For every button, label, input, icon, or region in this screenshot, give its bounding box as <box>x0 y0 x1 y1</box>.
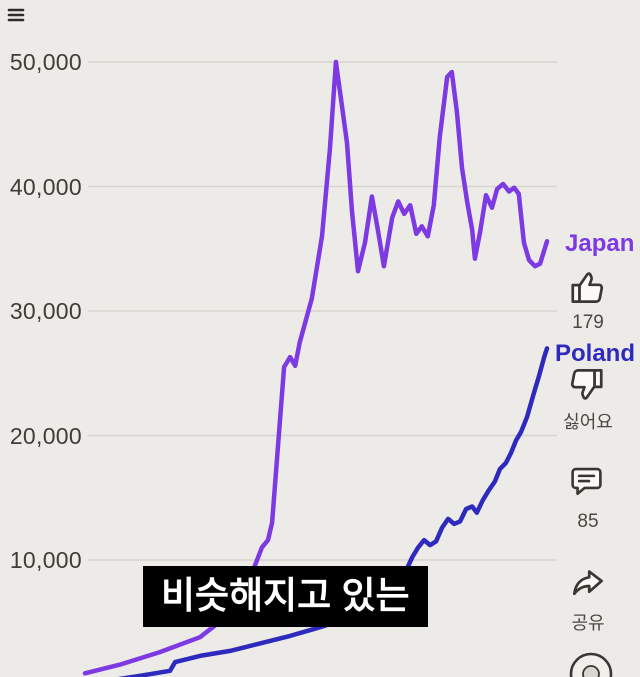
like-count: 179 <box>572 312 604 333</box>
series-label-japan: Japan <box>565 230 635 257</box>
dislike-label: 싫어요 <box>563 412 613 432</box>
comment-icon <box>571 467 602 496</box>
y-axis-tick-label: 20,000 <box>9 422 82 449</box>
share-icon <box>572 570 603 596</box>
y-axis-tick-label: 30,000 <box>9 298 82 324</box>
menu-icon[interactable] <box>7 7 25 26</box>
comments-count: 85 <box>577 511 599 532</box>
comments-button[interactable] <box>568 462 605 499</box>
y-axis-tick-label: 50,000 <box>9 49 82 75</box>
thumbs-up-icon <box>571 272 604 303</box>
share-button[interactable] <box>568 564 606 602</box>
series-line-poland <box>117 346 550 677</box>
series-label-poland: Poland <box>555 340 636 367</box>
audio-disc-icon[interactable] <box>566 646 616 677</box>
subtitle-caption: 비슷해지고 있는 <box>143 566 428 627</box>
like-button[interactable] <box>568 269 606 307</box>
y-axis-tick-label: 40,000 <box>9 173 82 200</box>
y-axis-tick-label: 10,000 <box>9 547 82 573</box>
share-label: 공유 <box>571 613 605 633</box>
thumbs-down-icon <box>570 369 603 400</box>
dislike-button[interactable] <box>568 365 606 403</box>
